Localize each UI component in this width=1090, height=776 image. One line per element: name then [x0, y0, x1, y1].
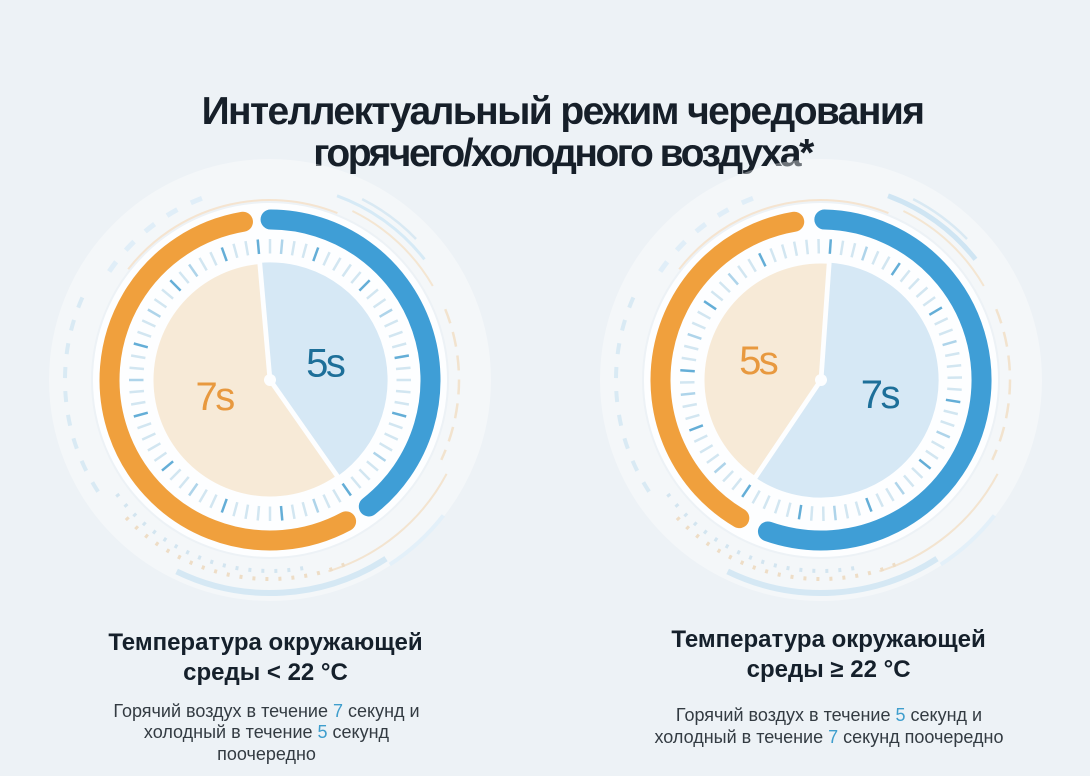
svg-text:7s: 7s [860, 373, 899, 417]
svg-text:5s: 5s [739, 339, 778, 383]
svg-text:5s: 5s [306, 342, 345, 386]
svg-text:7s: 7s [195, 375, 234, 419]
